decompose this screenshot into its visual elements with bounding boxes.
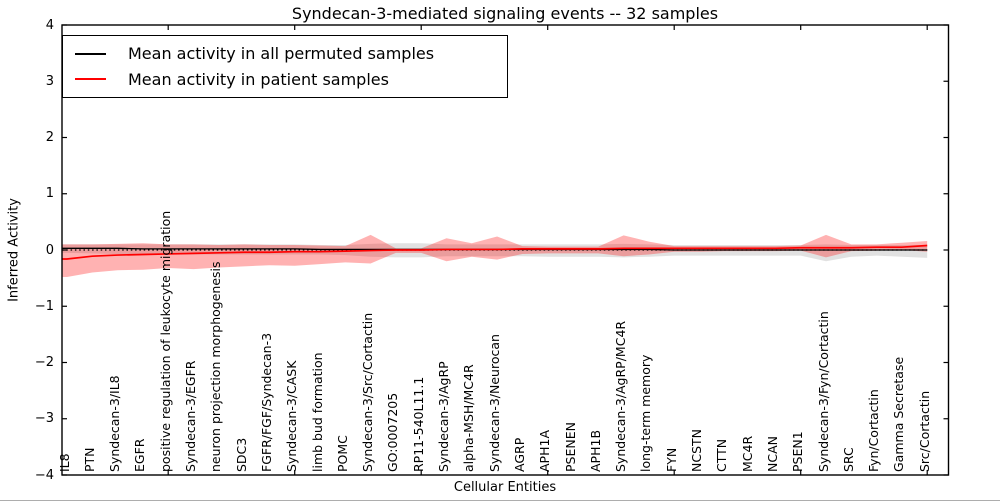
- x-tick-label: Syndecan-3/AgRP/MC4R: [613, 320, 629, 472]
- y-tick-label: 1: [45, 186, 54, 202]
- x-tick-label: APH1B: [587, 429, 603, 472]
- patient-mean-line: [62, 244, 928, 260]
- x-tick-label: Syndecan-3/CASK: [284, 360, 300, 472]
- patient-band: [62, 234, 928, 277]
- x-tick-label: POMC: [334, 435, 350, 472]
- x-tick-label: Syndecan-3/Fyn/Cortactin: [815, 311, 831, 472]
- legend-item-label: Mean activity in all permuted samples: [128, 44, 435, 64]
- x-tick-label: Gamma Secretase: [891, 356, 907, 472]
- x-tick-label: NCAN: [764, 436, 780, 472]
- x-tick-label: positive regulation of leukocyte migrati…: [157, 210, 173, 472]
- legend-line-permuted-icon: [75, 52, 106, 55]
- chart-title: Syndecan-3-mediated signaling events -- …: [291, 4, 719, 23]
- x-tick-label: neuron projection morphogenesis: [208, 261, 224, 472]
- x-tick-label: Syndecan-3/Neurocan: [486, 334, 502, 472]
- x-tick-label: SDC3: [233, 437, 249, 472]
- x-tick-label: FGFR/FGF/Syndecan-3: [258, 332, 274, 472]
- x-tick-label: NCSTN: [689, 429, 704, 472]
- x-tick-label: alpha-MSH/MC4R: [461, 364, 477, 472]
- x-tick-label: AGRP: [511, 437, 527, 472]
- x-tick-label: EGFR: [132, 438, 148, 472]
- x-tick-label: Syndecan-3/AgRP: [436, 361, 451, 472]
- legend-item-label: Mean activity in patient samples: [128, 69, 389, 89]
- legend-line-patient-icon: [75, 78, 106, 81]
- x-tick-label: Syndecan-3/IL8: [107, 375, 123, 472]
- x-tick-label: FYN: [663, 447, 679, 472]
- y-tick-label: −2: [34, 355, 54, 370]
- x-tick-label: PSEN1: [790, 431, 806, 472]
- y-tick-label: −1: [34, 298, 54, 314]
- legend: Mean activity in all permuted samples Me…: [62, 35, 508, 98]
- x-tick-label: Syndecan-3/EGFR: [183, 360, 198, 472]
- x-tick-label: Fyn/Cortactin: [866, 389, 882, 472]
- x-tick-label: long-term memory: [638, 354, 654, 472]
- x-tick-label: SRC: [840, 447, 856, 472]
- y-tick-label: 2: [45, 130, 54, 145]
- x-tick-label: IL8: [56, 453, 72, 472]
- x-tick-label: limb bud formation: [309, 352, 325, 472]
- x-tick-label: PSENEN: [562, 422, 578, 472]
- x-tick-label: RP11-540L11.1: [410, 376, 426, 472]
- y-tick-label: −4: [34, 467, 54, 483]
- x-tick-label: MC4R: [739, 435, 755, 472]
- x-tick-label: PTN: [81, 447, 97, 472]
- x-tick-label: APH1A: [537, 430, 553, 472]
- legend-item: Mean activity in patient samples: [63, 70, 507, 89]
- y-tick-label: 4: [45, 17, 54, 33]
- x-axis-label: Cellular Entities: [453, 480, 557, 495]
- x-tick-label: Src/Cortactin: [916, 390, 932, 472]
- y-tick-label: 0: [45, 242, 54, 258]
- x-tick-label: GO:0007205: [385, 392, 401, 472]
- x-tick-label: Syndecan-3/Src/Cortactin: [360, 312, 376, 472]
- y-tick-label: −3: [34, 411, 54, 427]
- legend-item: Mean activity in all permuted samples: [63, 44, 507, 63]
- x-tick-label: CTTN: [714, 438, 730, 472]
- y-tick-label: 3: [45, 73, 54, 89]
